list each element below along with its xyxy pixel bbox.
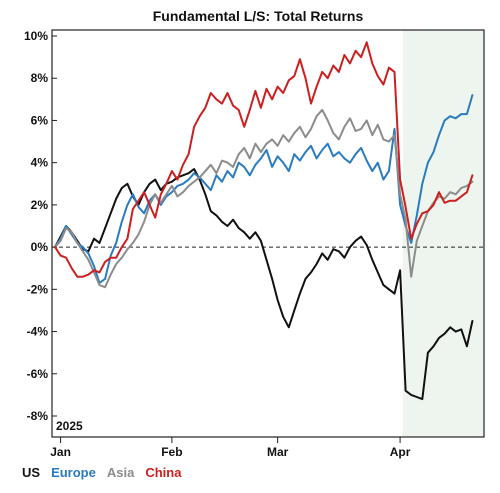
y-tick-label: 10% (24, 29, 48, 43)
x-tick-label: Apr (390, 445, 411, 459)
y-tick-label: 4% (31, 156, 49, 170)
y-tick-label: 2% (31, 198, 49, 212)
y-tick-label: -4% (27, 325, 49, 339)
x-tick-label: Jan (50, 445, 71, 459)
y-tick-label: -8% (27, 409, 49, 423)
y-tick-label: 8% (31, 71, 49, 85)
legend: US Europe Asia China (22, 465, 182, 480)
x-axis-ticks: Jan Feb Mar Apr (50, 437, 411, 459)
y-axis-ticks: 10% 8% 6% 4% 2% 0% -2% -4% -6% -8% (24, 29, 57, 423)
legend-item-china: China (145, 465, 182, 480)
plot-frame (51, 29, 485, 438)
y-tick-label: 6% (31, 113, 49, 127)
x-tick-label: Mar (267, 445, 289, 459)
y-tick-label: -6% (27, 367, 49, 381)
series-line-china (54, 41, 474, 278)
series-line-europe (54, 94, 474, 284)
legend-item-us: US (22, 465, 40, 480)
legend-item-europe: Europe (51, 465, 96, 480)
series-lines (54, 41, 474, 401)
series-line-asia (54, 108, 474, 289)
series-line-us (54, 168, 474, 401)
shaded-region (402, 30, 484, 437)
y-tick-label: 0% (31, 240, 49, 254)
year-label: 2025 (56, 419, 83, 433)
x-tick-label: Feb (161, 445, 182, 459)
legend-item-asia: Asia (107, 465, 135, 480)
y-tick-label: -2% (27, 282, 49, 296)
chart-title: Fundamental L/S: Total Returns (153, 8, 364, 24)
